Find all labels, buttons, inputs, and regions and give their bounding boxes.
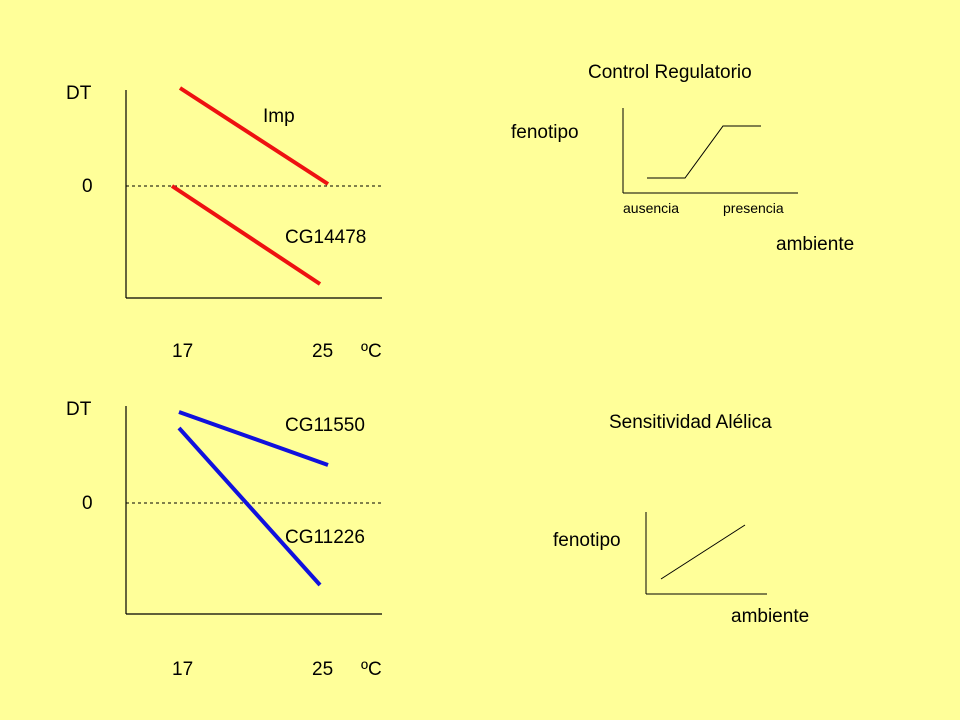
cg11226-line [177,426,322,587]
panel-title: Sensitividad Alélica [609,412,772,433]
x-axis-label: ambiente [776,234,854,255]
cg11226-label: CG11226 [285,527,365,548]
x-tick-25: 25 [312,659,333,680]
bottom-left-panel: DT 0 CG11550 CG11226 17 25 ºC [66,399,382,680]
zero-label: 0 [82,493,93,514]
x-category-presencia: presencia [723,200,784,216]
cg14478-label: CG14478 [285,227,366,248]
imp-label: Imp [263,106,295,127]
y-axis-label: DT [66,399,92,420]
cg11550-line [178,410,329,467]
cg14478-line [170,184,322,286]
top-left-panel: DT 0 Imp CG14478 17 25 ºC [66,83,382,362]
x-tick-25: 25 [312,341,333,362]
y-axis-label: fenotipo [511,122,579,143]
cg11550-label: CG11550 [285,415,365,436]
zero-label: 0 [82,176,93,197]
x-axis-label: ambiente [731,606,809,627]
unit-label: ºC [361,659,382,680]
panel-title: Control Regulatorio [588,62,752,83]
step-curve [647,125,761,179]
x-tick-17: 17 [172,659,193,680]
top-right-panel: Control Regulatorio fenotipo ausencia pr… [511,62,854,255]
bottom-right-panel: Sensitividad Alélica fenotipo ambiente [553,412,809,627]
x-category-ausencia: ausencia [623,200,679,216]
unit-label: ºC [361,341,382,362]
y-axis-label: DT [66,83,92,104]
imp-line [178,86,330,186]
x-tick-17: 17 [172,341,193,362]
linear-curve [660,524,746,580]
y-axis-label: fenotipo [553,530,621,551]
